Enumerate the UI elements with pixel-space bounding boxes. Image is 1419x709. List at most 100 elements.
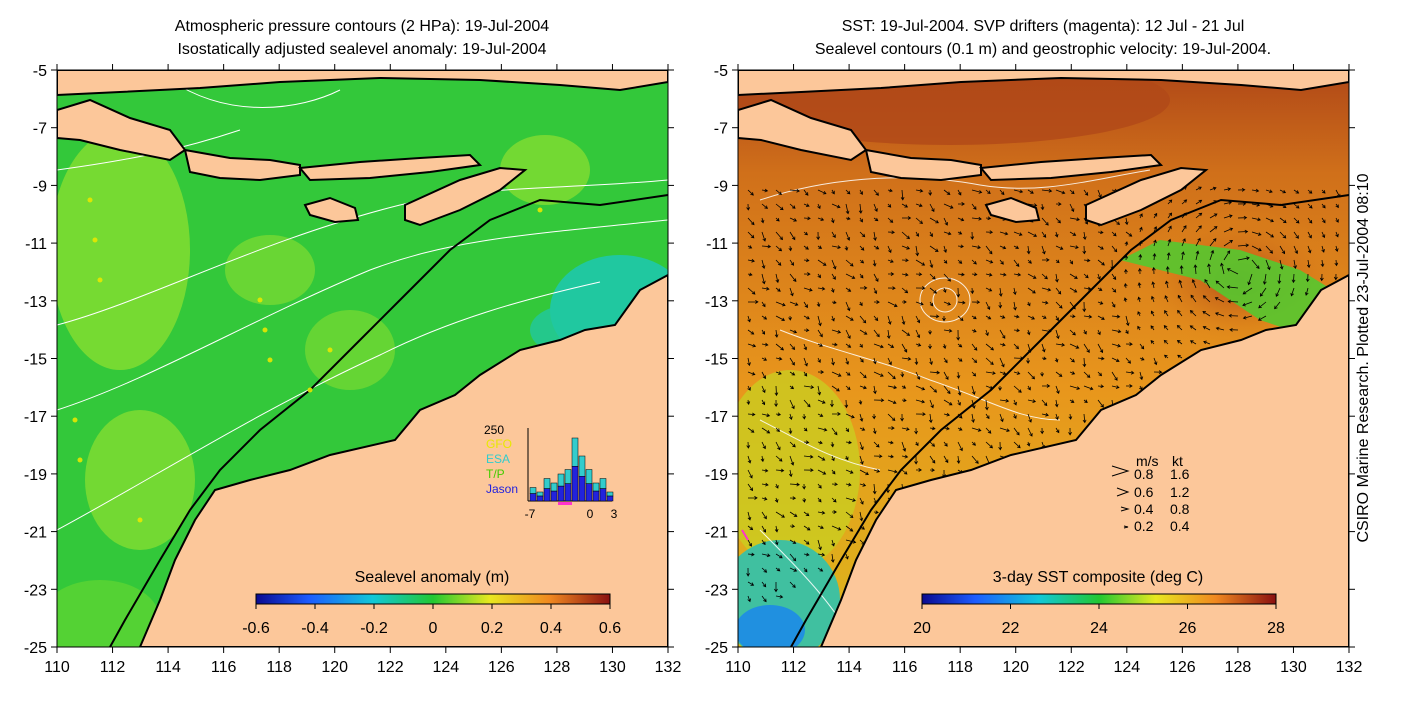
velocity-arrow xyxy=(957,272,965,277)
velocity-arrow xyxy=(1304,287,1309,296)
velocity-arrow xyxy=(817,483,822,489)
histogram-bar-jason xyxy=(564,483,572,502)
velocity-arrow xyxy=(1027,259,1032,264)
velocity-arrow xyxy=(886,329,891,339)
velocity-arrow xyxy=(1041,273,1048,280)
right-colorbar-tick-label: 22 xyxy=(1002,620,1020,637)
velocity-arrow xyxy=(1279,217,1287,224)
velocity-arrow xyxy=(971,427,982,432)
altimeter-histogram: 250 GFO ESA T/P Jason -7 0 3 xyxy=(484,423,618,521)
velocity-legend: m/s kt 0.8 1.6 0.6 1.2 0.4 0.8 0.2 0.4 xyxy=(1111,453,1190,534)
velocity-arrow xyxy=(873,510,879,515)
left-x-tick-label: 112 xyxy=(100,659,126,676)
velocity-arrow xyxy=(1125,370,1135,375)
velocity-arrow xyxy=(887,188,893,193)
velocity-arrow xyxy=(1242,315,1253,320)
velocity-arrow xyxy=(1151,266,1156,275)
velocity-arrow xyxy=(1055,371,1063,377)
left-x-tick-label: 132 xyxy=(655,659,682,676)
velocity-arrow xyxy=(831,300,837,305)
left-north-coast xyxy=(57,70,668,97)
velocity-arrow xyxy=(803,399,811,408)
velocity-arrow xyxy=(985,230,994,235)
histogram-bar-jason xyxy=(550,490,558,502)
velocity-arrow xyxy=(971,216,982,221)
velocity-arrow xyxy=(901,245,911,250)
left-colorbar xyxy=(255,593,611,605)
svp-drifter-tracks xyxy=(741,529,749,541)
velocity-arrow xyxy=(761,441,766,450)
velocity-arrow xyxy=(985,357,994,366)
velocity-arrow xyxy=(929,287,937,294)
right-y-tick-label: -11 xyxy=(706,236,728,253)
velocity-arrow xyxy=(1181,238,1186,247)
velocity-arrow xyxy=(957,300,966,305)
right-y-tick-label: -15 xyxy=(705,352,728,369)
velocity-arrow xyxy=(803,301,808,309)
velocity-arrow xyxy=(915,286,926,290)
velocity-arrow xyxy=(803,315,810,320)
velocity-arrow xyxy=(887,343,895,348)
velocity-arrow xyxy=(943,357,948,364)
right-shelf-line xyxy=(790,194,1349,647)
left-x-tick-label: 130 xyxy=(599,659,626,676)
velocity-arrow xyxy=(1097,399,1104,408)
velocity-arrow xyxy=(1237,215,1248,220)
velocity-arrow xyxy=(1055,245,1064,250)
velocity-arrow xyxy=(1307,203,1313,209)
velocity-arrow xyxy=(775,553,783,559)
velocity-arrow xyxy=(845,189,851,195)
velocity-arrow xyxy=(775,468,785,473)
velocity-arrow xyxy=(1291,273,1296,284)
velocity-arrow xyxy=(900,413,904,422)
velocity-arrow xyxy=(1055,413,1059,421)
velocity-arrow xyxy=(1195,199,1203,205)
velocity-arrow xyxy=(873,441,880,448)
velocity-arrow xyxy=(887,259,894,263)
histogram-legend-tp: T/P xyxy=(486,467,505,481)
velocity-arrow xyxy=(998,287,1003,297)
velocity-arrow xyxy=(901,398,907,403)
velocity-arrow xyxy=(943,328,953,333)
velocity-legend-kt-12: 1.2 xyxy=(1170,484,1190,500)
velocity-arrow xyxy=(1265,217,1274,223)
velocity-arrow xyxy=(915,272,923,277)
velocity-arrow xyxy=(1215,280,1225,289)
velocity-arrow xyxy=(789,329,798,334)
velocity-arrow xyxy=(830,441,835,448)
velocity-arrow xyxy=(1293,231,1299,239)
velocity-arrow xyxy=(789,188,800,193)
velocity-arrow xyxy=(887,413,896,422)
velocity-arrow xyxy=(1226,268,1239,275)
velocity-arrow xyxy=(817,469,827,475)
velocity-arrow xyxy=(817,357,821,364)
velocity-arrow xyxy=(1335,231,1339,238)
velocity-arrow xyxy=(915,315,921,324)
velocity-arrow xyxy=(817,370,825,374)
velocity-arrow xyxy=(761,231,767,242)
velocity-arrow xyxy=(999,357,1005,368)
velocity-arrow xyxy=(1139,343,1145,350)
velocity-arrow xyxy=(803,272,811,276)
velocity-arrow xyxy=(942,316,946,322)
velocity-arrow xyxy=(761,259,766,269)
velocity-arrow xyxy=(789,413,793,421)
velocity-arrow xyxy=(817,455,826,461)
velocity-arrow xyxy=(789,287,794,297)
velocity-arrow xyxy=(1223,250,1231,261)
velocity-arrow xyxy=(789,553,797,562)
velocity-legend-kt-04: 0.4 xyxy=(1170,518,1190,534)
velocity-arrow xyxy=(873,217,879,222)
right-y-tick-label: -9 xyxy=(714,178,728,195)
velocity-arrow xyxy=(1040,203,1045,211)
right-y-tick-label: -5 xyxy=(714,63,728,80)
velocity-arrow xyxy=(747,357,751,367)
velocity-arrow xyxy=(761,357,768,361)
velocity-arrow xyxy=(1262,273,1267,285)
left-x-tick-label: 118 xyxy=(266,659,292,676)
right-map xyxy=(738,70,1349,647)
velocity-arrow xyxy=(957,441,963,452)
velocity-arrow xyxy=(1321,231,1326,239)
velocity-arrow xyxy=(775,371,782,375)
velocity-arrow xyxy=(845,469,854,474)
